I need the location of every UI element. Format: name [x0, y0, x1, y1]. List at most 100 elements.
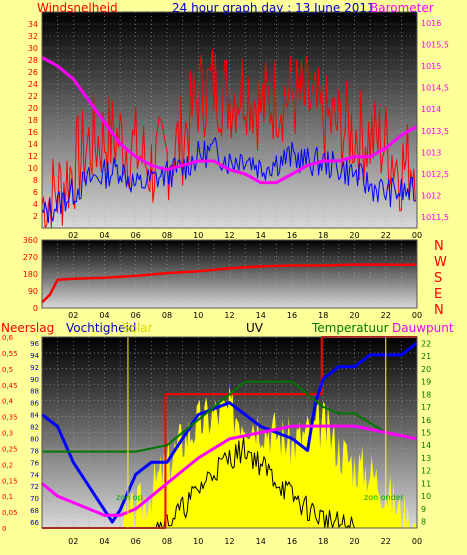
humidity-tick: 70: [30, 495, 39, 503]
temperature-tick: 10: [421, 492, 431, 501]
wind-speed-tick: 6: [33, 188, 38, 197]
time-tick: 04: [99, 311, 109, 320]
compass-e: E: [434, 287, 443, 302]
time-tick: 12: [224, 231, 234, 240]
wind-speed-series: [41, 49, 416, 229]
time-tick: 16: [287, 311, 297, 320]
humidity-tick: 88: [30, 388, 39, 396]
temperature-tick: 18: [421, 390, 431, 399]
time-tick: 14: [256, 537, 266, 546]
humidity-tick: 84: [30, 412, 39, 420]
time-tick: 00: [412, 231, 422, 240]
time-tick: 00: [412, 311, 422, 320]
wind-speed-tick: 28: [28, 56, 38, 65]
wind-speed-tick: 12: [28, 152, 38, 161]
time-tick: 10: [193, 231, 203, 240]
barometer-tick: 1014: [421, 105, 441, 114]
barometer-tick: 1012,5: [421, 170, 449, 179]
wind-direction-tick: 270: [23, 253, 38, 262]
wind-speed-label: Windsnelheid: [37, 1, 118, 15]
compass-n-bottom: N: [434, 303, 444, 318]
barometer-tick: 1014,5: [421, 84, 449, 93]
temperature-tick: 22: [421, 339, 431, 348]
wind-speed-tick: 24: [28, 80, 38, 89]
time-tick: 08: [162, 537, 172, 546]
time-tick: 02: [68, 537, 78, 546]
humidity-tick: 74: [30, 471, 39, 479]
time-tick: 18: [318, 537, 328, 546]
wind-speed-tick: 10: [28, 164, 38, 173]
zon-onder-annotation: zon onder: [364, 493, 404, 502]
wind-speed-tick: 2: [33, 212, 38, 221]
temperature-tick: 19: [421, 378, 431, 387]
temperature-tick: 9: [421, 505, 426, 514]
wind-direction-tick: 360: [23, 236, 38, 245]
barometer-tick: 1011,5: [421, 213, 449, 222]
time-tick: 04: [99, 231, 109, 240]
barometer-series: [41, 56, 418, 185]
temperature-tick: 11: [421, 479, 431, 488]
humidity-tick: 94: [30, 352, 39, 360]
rain-tick: 0,3: [2, 430, 13, 438]
wind-speed-tick: 4: [33, 200, 38, 209]
barometer-tick: 1015,5: [421, 40, 449, 49]
rain-tick: 0,35: [2, 414, 18, 422]
dauwpunt-label: Dauwpunt: [392, 321, 454, 335]
temperature-tick: 12: [421, 467, 431, 476]
wind-direction-series: [41, 263, 418, 304]
time-tick: 22: [381, 231, 391, 240]
compass-w: W: [434, 255, 447, 270]
time-tick: 08: [162, 311, 172, 320]
humidity-tick: 78: [30, 447, 39, 455]
time-tick: 10: [193, 537, 203, 546]
barometer-tick: 1016: [421, 19, 441, 28]
temperature-tick: 16: [421, 416, 431, 425]
time-tick: 16: [287, 231, 297, 240]
time-tick: 18: [318, 231, 328, 240]
wind-direction-tick: 0: [33, 304, 38, 313]
page-title: 24 hour graph day : 13 June 2011: [172, 1, 375, 15]
rain-tick: 0,55: [2, 350, 18, 358]
time-tick: 06: [131, 537, 141, 546]
humidity-tick: 68: [30, 507, 39, 515]
humidity-tick: 66: [30, 519, 39, 527]
compass-n-top: N: [434, 239, 444, 254]
rain-tick: 0,5: [2, 366, 13, 374]
temperature-tick: 15: [421, 429, 431, 438]
time-tick: 04: [99, 537, 109, 546]
wind-speed-tick: 16: [28, 128, 38, 137]
temperatuur-label: Temperatuur: [312, 321, 389, 335]
rain-tick: 0: [2, 525, 6, 533]
wind-speed-tick: 30: [28, 44, 38, 53]
temperature-tick: 20: [421, 365, 431, 374]
time-tick: 10: [193, 311, 203, 320]
time-tick: 18: [318, 311, 328, 320]
barometer-tick: 1015: [421, 62, 441, 71]
uv-label: UV: [246, 321, 263, 335]
compass-s: S: [434, 271, 443, 286]
solar-area-series: [42, 385, 417, 528]
humidity-tick: 92: [30, 364, 39, 372]
time-tick: 08: [162, 231, 172, 240]
time-tick: 20: [349, 311, 359, 320]
barometer-tick: 1013: [421, 148, 441, 157]
wind-speed-tick: 22: [28, 92, 38, 101]
rain-tick: 0,1: [2, 493, 13, 501]
barometer-tick: 1012: [421, 192, 441, 201]
humidity-tick: 72: [30, 483, 39, 491]
time-tick: 00: [412, 537, 422, 546]
panel-frame-3: [41, 336, 418, 529]
humidity-tick: 76: [30, 459, 39, 467]
rain-tick: 0,4: [2, 398, 14, 406]
wind-speed-tick: 20: [28, 104, 38, 113]
time-tick: 20: [349, 231, 359, 240]
humidity-tick: 90: [30, 376, 39, 384]
wind-speed-tick: 34: [28, 20, 38, 29]
wind-average-series: [41, 137, 416, 224]
wind-speed-tick: 8: [33, 176, 38, 185]
vochtigheid-label: Vochtigheid: [66, 321, 137, 335]
time-tick: 06: [131, 311, 141, 320]
time-tick: 16: [287, 537, 297, 546]
